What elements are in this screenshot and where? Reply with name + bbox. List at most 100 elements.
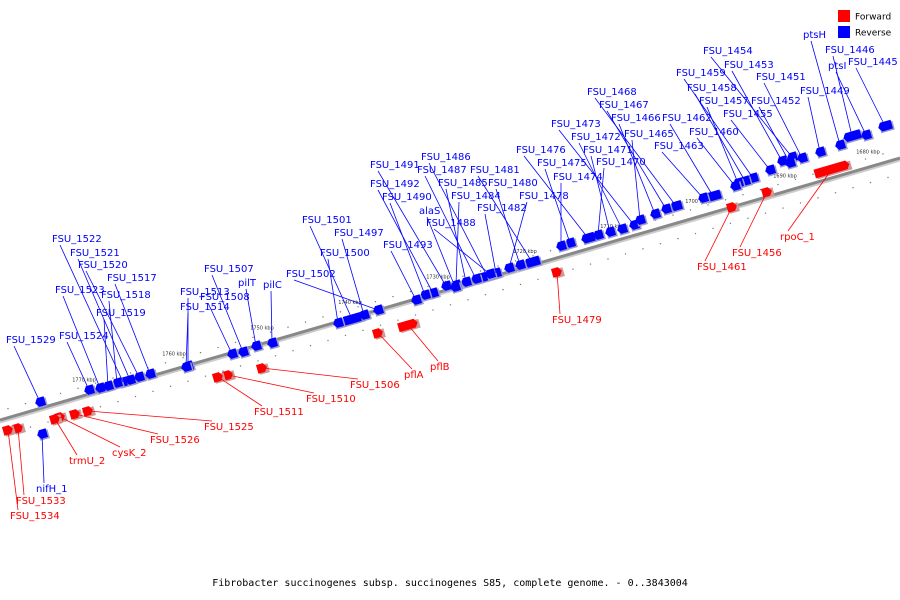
gene-FSU_1471[interactable]	[604, 226, 618, 239]
gene-label-pflB[interactable]: pflB	[430, 362, 450, 373]
gene-label-FSU_1525[interactable]: FSU_1525	[204, 422, 254, 433]
gene-label-FSU_1453[interactable]: FSU_1453	[724, 60, 774, 71]
gene-FSU_1502[interactable]	[372, 304, 386, 317]
gene-FSU_1534[interactable]	[1, 424, 16, 437]
gene-label-FSU_1457[interactable]: FSU_1457	[699, 96, 749, 107]
gene-label-FSU_1478[interactable]: FSU_1478	[519, 191, 569, 202]
gene-label-trmU_2[interactable]: trmU_2	[69, 456, 105, 467]
gene-label-FSU_1460[interactable]: FSU_1460	[689, 127, 739, 138]
gene-nifH_1[interactable]	[36, 428, 50, 441]
gene-label-FSU_1461[interactable]: FSU_1461	[697, 262, 747, 273]
gene-label-FSU_1458[interactable]: FSU_1458	[687, 83, 737, 94]
gene-label-FSU_1445[interactable]: FSU_1445	[848, 57, 898, 68]
gene-label-rpoC_1[interactable]: rpoC_1	[780, 232, 815, 243]
gene-label-FSU_1507[interactable]: FSU_1507	[204, 264, 254, 275]
gene-label-FSU_1470[interactable]: FSU_1470	[596, 157, 646, 168]
gene-label-FSU_1472[interactable]: FSU_1472	[571, 132, 621, 143]
gene-label-FSU_1521[interactable]: FSU_1521	[70, 248, 120, 259]
gene-label-FSU_1491[interactable]: FSU_1491	[370, 160, 420, 171]
gene-label-FSU_1526[interactable]: FSU_1526	[150, 435, 200, 446]
gene-FSU_1497[interactable]	[358, 309, 372, 322]
gene-label-pilT[interactable]: pilT	[238, 278, 257, 289]
gene-FSU_1525[interactable]	[81, 405, 96, 418]
gene-label-FSU_1449[interactable]: FSU_1449	[800, 86, 850, 97]
gene-FSU_1445[interactable]	[877, 119, 895, 134]
gene-label-FSU_1500[interactable]: FSU_1500	[320, 248, 370, 259]
gene-label-FSU_1471[interactable]: FSU_1471	[583, 145, 633, 156]
gene-label-FSU_1452[interactable]: FSU_1452	[751, 96, 801, 107]
gene-label-FSU_1506[interactable]: FSU_1506	[350, 380, 400, 391]
gene-ptsI[interactable]	[860, 129, 874, 142]
gene-label-cysK_2[interactable]: cysK_2	[112, 448, 147, 459]
gene-FSU_1481[interactable]	[523, 255, 543, 270]
gene-label-ptsH[interactable]: ptsH	[803, 30, 826, 41]
gene-label-FSU_1513[interactable]: FSU_1513	[180, 287, 230, 298]
gene-FSU_1514[interactable]	[180, 361, 194, 374]
gene-label-FSU_1529[interactable]: FSU_1529	[6, 335, 56, 346]
gene-label-FSU_1474[interactable]: FSU_1474	[553, 172, 603, 183]
gene-label-FSU_1455[interactable]: FSU_1455	[723, 109, 773, 120]
gene-label-ptsI[interactable]: ptsI	[828, 61, 846, 72]
gene-FSU_1461[interactable]	[725, 201, 740, 214]
gene-label-FSU_1514[interactable]: FSU_1514	[180, 302, 230, 313]
gene-label-FSU_1524[interactable]: FSU_1524	[59, 331, 109, 342]
gene-pilT[interactable]	[250, 340, 264, 353]
gene-alaS[interactable]	[449, 281, 463, 294]
gene-FSU_1506[interactable]	[255, 362, 270, 375]
gene-label-FSU_1479[interactable]: FSU_1479	[552, 315, 602, 326]
gene-label-FSU_1454[interactable]: FSU_1454	[703, 46, 753, 57]
gene-pilC[interactable]	[266, 337, 280, 350]
gene-FSU_1451[interactable]	[796, 152, 810, 165]
gene-label-pflA[interactable]: pflA	[404, 370, 424, 381]
gene-label-FSU_1482[interactable]: FSU_1482	[477, 203, 527, 214]
gene-FSU_1488[interactable]	[484, 268, 498, 281]
gene-label-FSU_1492[interactable]: FSU_1492	[370, 179, 420, 190]
gene-FSU_1500[interactable]	[332, 317, 346, 330]
gene-label-FSU_1475[interactable]: FSU_1475	[537, 158, 587, 169]
gene-FSU_1466[interactable]	[649, 208, 663, 221]
gene-label-FSU_1519[interactable]: FSU_1519	[96, 308, 146, 319]
gene-label-FSU_1463[interactable]: FSU_1463	[654, 141, 704, 152]
gene-ptsH[interactable]	[834, 139, 848, 152]
gene-label-FSU_1468[interactable]: FSU_1468	[587, 87, 637, 98]
gene-pflA[interactable]	[371, 327, 386, 340]
gene-label-FSU_1484[interactable]: FSU_1484	[451, 191, 501, 202]
gene-FSU_1519[interactable]	[102, 380, 116, 393]
gene-label-FSU_1459[interactable]: FSU_1459	[676, 68, 726, 79]
gene-label-FSU_1501[interactable]: FSU_1501	[302, 215, 352, 226]
gene-label-FSU_1480[interactable]: FSU_1480	[488, 178, 538, 189]
gene-FSU_1478[interactable]	[503, 262, 517, 275]
gene-FSU_1480[interactable]	[514, 259, 528, 272]
gene-label-FSU_1534[interactable]: FSU_1534	[10, 511, 60, 522]
gene-FSU_1470[interactable]	[592, 229, 606, 242]
gene-FSU_1449[interactable]	[814, 146, 828, 159]
gene-label-nifH_1[interactable]: nifH_1	[36, 484, 68, 495]
gene-label-FSU_1451[interactable]: FSU_1451	[756, 72, 806, 83]
gene-FSU_1474[interactable]	[555, 240, 569, 253]
gene-label-FSU_1518[interactable]: FSU_1518	[101, 290, 151, 301]
gene-label-FSU_1502[interactable]: FSU_1502	[286, 269, 336, 280]
gene-label-FSU_1456[interactable]: FSU_1456	[732, 248, 782, 259]
gene-label-FSU_1476[interactable]: FSU_1476	[516, 145, 566, 156]
gene-label-FSU_1465[interactable]: FSU_1465	[624, 129, 674, 140]
gene-label-FSU_1446[interactable]: FSU_1446	[825, 45, 875, 56]
gene-label-FSU_1533[interactable]: FSU_1533	[16, 496, 66, 507]
gene-FSU_1526[interactable]	[68, 408, 83, 421]
gene-label-FSU_1487[interactable]: FSU_1487	[417, 165, 467, 176]
gene-label-FSU_1466[interactable]: FSU_1466	[611, 113, 661, 124]
gene-label-FSU_1485[interactable]: FSU_1485	[438, 178, 488, 189]
gene-label-FSU_1522[interactable]: FSU_1522	[52, 234, 102, 245]
gene-label-FSU_1488[interactable]: FSU_1488	[426, 218, 476, 229]
gene-FSU_1465[interactable]	[634, 214, 648, 227]
gene-label-FSU_1511[interactable]: FSU_1511	[254, 407, 304, 418]
gene-label-FSU_1493[interactable]: FSU_1493	[383, 240, 433, 251]
gene-label-FSU_1462[interactable]: FSU_1462	[662, 113, 712, 124]
gene-label-FSU_1520[interactable]: FSU_1520	[78, 260, 128, 271]
gene-label-FSU_1510[interactable]: FSU_1510	[306, 394, 356, 405]
gene-label-FSU_1497[interactable]: FSU_1497	[334, 228, 384, 239]
gene-FSU_1517[interactable]	[144, 368, 158, 381]
gene-label-pilC[interactable]: pilC	[263, 280, 282, 291]
gene-FSU_1490[interactable]	[419, 289, 433, 302]
gene-label-FSU_1490[interactable]: FSU_1490	[382, 192, 432, 203]
gene-label-FSU_1508[interactable]: FSU_1508	[200, 292, 250, 303]
